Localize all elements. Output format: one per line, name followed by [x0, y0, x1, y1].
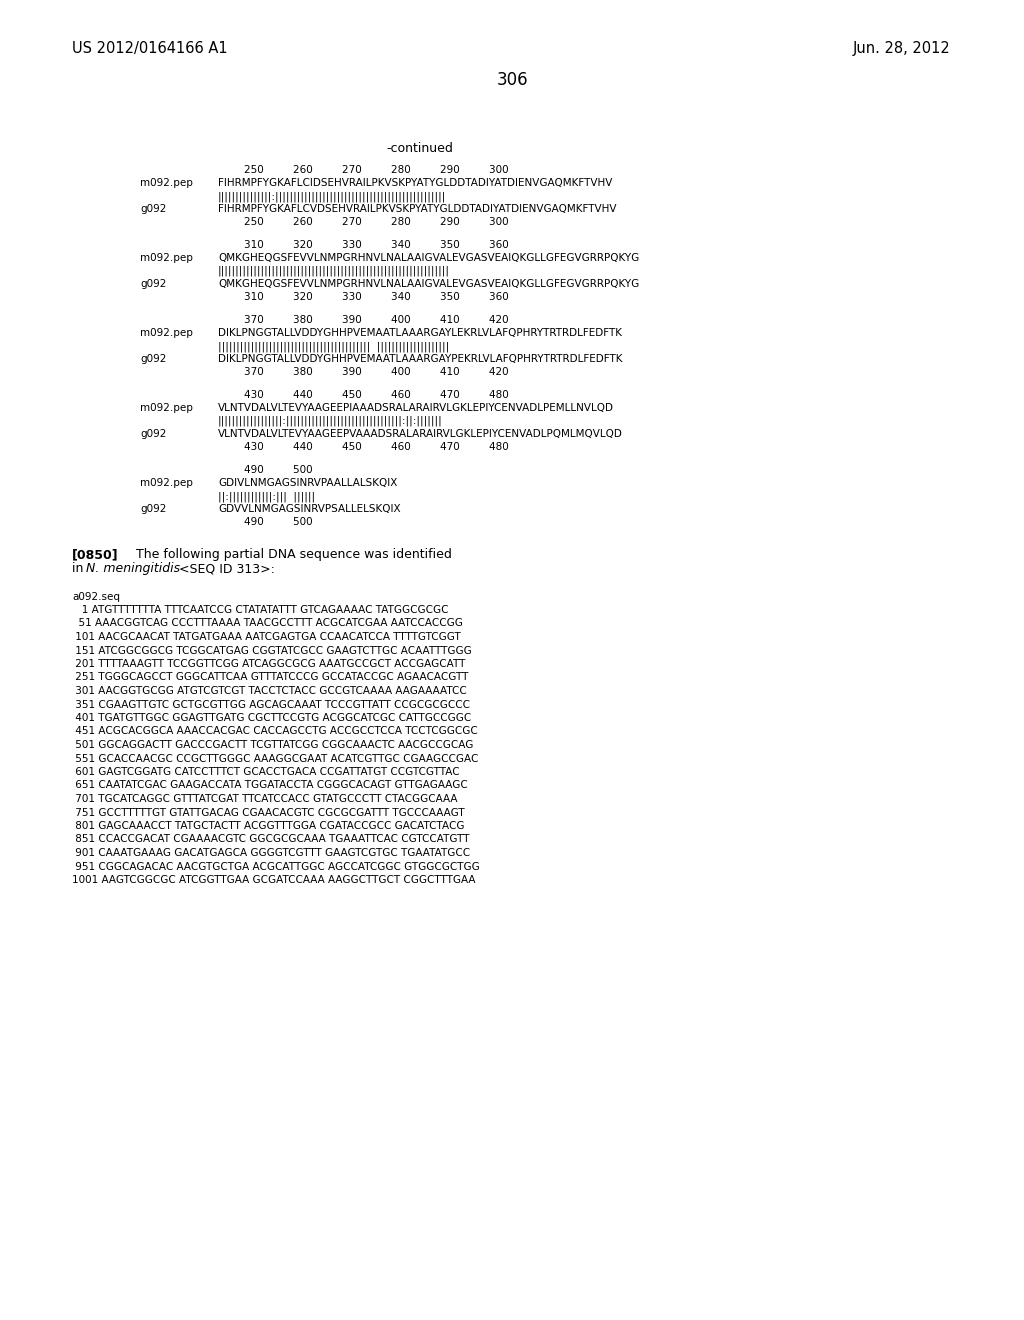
- Text: 451 ACGCACGGCA AAACCACGAC CACCAGCCTG ACCGCCTCCA TCCTCGGCGC: 451 ACGCACGGCA AAACCACGAC CACCAGCCTG ACC…: [72, 726, 478, 737]
- Text: ||||||||||||||||||||||||||||||||||||||||||||||||||||||||||||||||: ||||||||||||||||||||||||||||||||||||||||…: [218, 267, 450, 276]
- Text: 101 AACGCAACAT TATGATGAAA AATCGAGTGA CCAACATCCA TTTTGTCGGT: 101 AACGCAACAT TATGATGAAA AATCGAGTGA CCA…: [72, 632, 461, 642]
- Text: 430         440         450         460         470         480: 430 440 450 460 470 480: [218, 389, 509, 400]
- Text: 306: 306: [497, 71, 527, 88]
- Text: 310         320         330         340         350         360: 310 320 330 340 350 360: [218, 240, 509, 249]
- Text: 801 GAGCAAACCT TATGCTACTT ACGGTTTGGA CGATACCGCC GACATCTACG: 801 GAGCAAACCT TATGCTACTT ACGGTTTGGA CGA…: [72, 821, 465, 832]
- Text: 951 CGGCAGACAC AACGTGCTGA ACGCATTGGC AGCCATCGGC GTGGCGCTGG: 951 CGGCAGACAC AACGTGCTGA ACGCATTGGC AGC…: [72, 862, 480, 871]
- Text: 370         380         390         400         410         420: 370 380 390 400 410 420: [218, 367, 509, 378]
- Text: 1001 AAGTCGGCGC ATCGGTTGAA GCGATCCAAA AAGGCTTGCT CGGCTTTGAA: 1001 AAGTCGGCGC ATCGGTTGAA GCGATCCAAA AA…: [72, 875, 475, 884]
- Text: DIKLPNGGTALLVDDYGHHPVEMAATLAAARGAYPEKRLVLAFQPHRYTRTRDLFEDFTK: DIKLPNGGTALLVDDYGHHPVEMAATLAAARGAYPEKRLV…: [218, 354, 623, 364]
- Text: VLNTVDALVLTEVYAAGEEPVAAADSRALARAIRVLGKLEPIYCENVADLPQMLMQVLQD: VLNTVDALVLTEVYAAGEEPVAAADSRALARAIRVLGKLE…: [218, 429, 623, 440]
- Text: 490         500: 490 500: [218, 517, 312, 527]
- Text: Jun. 28, 2012: Jun. 28, 2012: [852, 41, 950, 55]
- Text: QMKGHEQGSFEVVLNMPGRHNVLNALAAIGVALEVGASVEAIQKGLLGFEGVGRRPQKYG: QMKGHEQGSFEVVLNMPGRHNVLNALAAIGVALEVGASVE…: [218, 279, 639, 289]
- Text: 501 GGCAGGACTT GACCCGACTT TCGTTATCGG CGGCAAACTC AACGCCGCAG: 501 GGCAGGACTT GACCCGACTT TCGTTATCGG CGG…: [72, 741, 473, 750]
- Text: 250         260         270         280         290         300: 250 260 270 280 290 300: [218, 165, 509, 176]
- Text: a092.seq: a092.seq: [72, 591, 120, 602]
- Text: 351 CGAAGTTGTC GCTGCGTTGG AGCAGCAAAT TCCCGTTATT CCGCGCGCCC: 351 CGAAGTTGTC GCTGCGTTGG AGCAGCAAAT TCC…: [72, 700, 470, 710]
- Text: VLNTVDALVLTEVYAAGEEPIAAADSRALARAIRVLGKLEPIYCENVADLPEMLLNVLQD: VLNTVDALVLTEVYAAGEEPIAAADSRALARAIRVLGKLE…: [218, 403, 614, 413]
- Text: 250         260         270         280         290         300: 250 260 270 280 290 300: [218, 216, 509, 227]
- Text: g092: g092: [140, 205, 166, 214]
- Text: [0850]: [0850]: [72, 548, 119, 561]
- Text: N. meningitidis: N. meningitidis: [86, 562, 180, 576]
- Text: 51 AAACGGTCAG CCCTTTAAAA TAACGCCTTT ACGCATCGAA AATCCACCGG: 51 AAACGGTCAG CCCTTTAAAA TAACGCCTTT ACGC…: [72, 619, 463, 628]
- Text: 310         320         330         340         350         360: 310 320 330 340 350 360: [218, 292, 509, 302]
- Text: GDIVLNMGAGSINRVPAALLALSKQIX: GDIVLNMGAGSINRVPAALLALSKQIX: [218, 478, 397, 488]
- Text: 601 GAGTCGGATG CATCCTTTCT GCACCTGACA CCGATTATGT CCGTCGTTAC: 601 GAGTCGGATG CATCCTTTCT GCACCTGACA CCG…: [72, 767, 460, 777]
- Text: g092: g092: [140, 354, 166, 364]
- Text: QMKGHEQGSFEVVLNMPGRHNVLNALAAIGVALEVGASVEAIQKGLLGFEGVGRRPQKYG: QMKGHEQGSFEVVLNMPGRHNVLNALAAIGVALEVGASVE…: [218, 253, 639, 263]
- Text: g092: g092: [140, 279, 166, 289]
- Text: g092: g092: [140, 429, 166, 440]
- Text: <SEQ ID 313>:: <SEQ ID 313>:: [175, 562, 274, 576]
- Text: FIHRMPFYGKAFLCVDSEHVRAILPKVSKPYATYGLDDTADIYATDIENVGAQMKFTVHV: FIHRMPFYGKAFLCVDSEHVRAILPKVSKPYATYGLDDTA…: [218, 205, 616, 214]
- Text: 751 GCCTTTTTGT GTATTGACAG CGAACACGTC CGCGCGATTT TGCCCAAAGT: 751 GCCTTTTTGT GTATTGACAG CGAACACGTC CGC…: [72, 808, 465, 817]
- Text: g092: g092: [140, 504, 166, 513]
- Text: 151 ATCGGCGGCG TCGGCATGAG CGGTATCGCC GAAGTCTTGC ACAATTTGGG: 151 ATCGGCGGCG TCGGCATGAG CGGTATCGCC GAA…: [72, 645, 472, 656]
- Text: ||:||||||||||||:|||  ||||||: ||:||||||||||||:||| ||||||: [218, 491, 315, 502]
- Text: ||||||||||||||||||||||||||||||||||||||||||  ||||||||||||||||||||: ||||||||||||||||||||||||||||||||||||||||…: [218, 341, 450, 351]
- Text: 490         500: 490 500: [218, 465, 312, 475]
- Text: 401 TGATGTTGGC GGAGTTGATG CGCTTCCGTG ACGGCATCGC CATTGCCGGC: 401 TGATGTTGGC GGAGTTGATG CGCTTCCGTG ACG…: [72, 713, 471, 723]
- Text: 370         380         390         400         410         420: 370 380 390 400 410 420: [218, 315, 509, 325]
- Text: -continued: -continued: [387, 141, 454, 154]
- Text: DIKLPNGGTALLVDDYGHHPVEMAATLAAARGAYLEKRLVLAFQPHRYTRTRDLFEDFTK: DIKLPNGGTALLVDDYGHHPVEMAATLAAARGAYLEKRLV…: [218, 327, 622, 338]
- Text: 430         440         450         460         470         480: 430 440 450 460 470 480: [218, 442, 509, 451]
- Text: m092.pep: m092.pep: [140, 178, 193, 187]
- Text: 301 AACGGTGCGG ATGTCGTCGT TACCTCTACC GCCGTCAAAA AAGAAAATCC: 301 AACGGTGCGG ATGTCGTCGT TACCTCTACC GCC…: [72, 686, 467, 696]
- Text: GDVVLNMGAGSINRVPSALLELSKQIX: GDVVLNMGAGSINRVPSALLELSKQIX: [218, 504, 400, 513]
- Text: |||||||||||||||:|||||||||||||||||||||||||||||||||||||||||||||||: |||||||||||||||:||||||||||||||||||||||||…: [218, 191, 446, 202]
- Text: 1 ATGTTTTTTTA TTTCAATCCG CTATATATTT GTCAGAAAAC TATGGCGCGC: 1 ATGTTTTTTTA TTTCAATCCG CTATATATTT GTCA…: [72, 605, 449, 615]
- Text: m092.pep: m092.pep: [140, 327, 193, 338]
- Text: 251 TGGGCAGCCT GGGCATTCAA GTTTATCCCG GCCATACCGC AGAACACGTT: 251 TGGGCAGCCT GGGCATTCAA GTTTATCCCG GCC…: [72, 672, 468, 682]
- Text: in: in: [72, 562, 87, 576]
- Text: 551 GCACCAACGC CCGCTTGGGC AAAGGCGAAT ACATCGTTGC CGAAGCCGAC: 551 GCACCAACGC CCGCTTGGGC AAAGGCGAAT ACA…: [72, 754, 478, 763]
- Text: The following partial DNA sequence was identified: The following partial DNA sequence was i…: [120, 548, 452, 561]
- Text: FIHRMPFYGKAFLCIDSEHVRAILPKVSKPYATYGLDDTADIYATDIENVGAQMKFTVHV: FIHRMPFYGKAFLCIDSEHVRAILPKVSKPYATYGLDDTA…: [218, 178, 612, 187]
- Text: ||||||||||||||||||:||||||||||||||||||||||||||||||||:||:|||||||: ||||||||||||||||||:|||||||||||||||||||||…: [218, 416, 442, 426]
- Text: 651 CAATATCGAC GAAGACCATA TGGATACCTA CGGGCACAGT GTTGAGAAGC: 651 CAATATCGAC GAAGACCATA TGGATACCTA CGG…: [72, 780, 468, 791]
- Text: m092.pep: m092.pep: [140, 253, 193, 263]
- Text: m092.pep: m092.pep: [140, 478, 193, 488]
- Text: 701 TGCATCAGGC GTTTATCGAT TTCATCCACC GTATGCCCTT CTACGGCAAA: 701 TGCATCAGGC GTTTATCGAT TTCATCCACC GTA…: [72, 795, 458, 804]
- Text: m092.pep: m092.pep: [140, 403, 193, 413]
- Text: 201 TTTTAAAGTT TCCGGTTCGG ATCAGGCGCG AAATGCCGCT ACCGAGCATT: 201 TTTTAAAGTT TCCGGTTCGG ATCAGGCGCG AAA…: [72, 659, 465, 669]
- Text: 901 CAAATGAAAG GACATGAGCA GGGGTCGTTT GAAGTCGTGC TGAATATGCC: 901 CAAATGAAAG GACATGAGCA GGGGTCGTTT GAA…: [72, 847, 470, 858]
- Text: US 2012/0164166 A1: US 2012/0164166 A1: [72, 41, 227, 55]
- Text: 851 CCACCGACAT CGAAAACGTC GGCGCGCAAA TGAAATTCAC CGTCCATGTT: 851 CCACCGACAT CGAAAACGTC GGCGCGCAAA TGA…: [72, 834, 469, 845]
